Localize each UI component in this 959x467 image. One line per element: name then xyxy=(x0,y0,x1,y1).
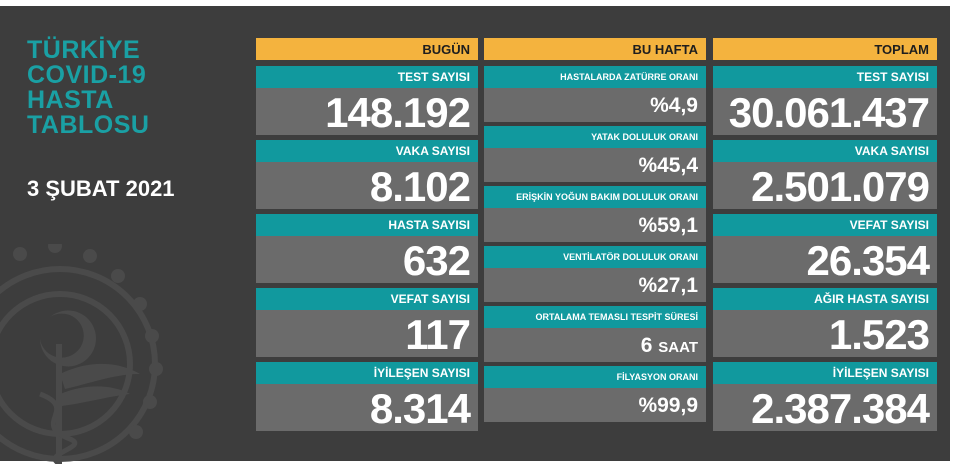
stat-value: 2.387.384 xyxy=(713,384,937,432)
week-header: BU HAFTA xyxy=(484,38,706,60)
stat-label: FİLYASYON ORANI xyxy=(484,366,706,388)
stat-label: YATAK DOLULUK ORANI xyxy=(484,126,706,148)
stat-label: VEFAT SAYISI xyxy=(256,288,478,310)
stat-label: VENTİLATÖR DOLULUK ORANI xyxy=(484,246,706,268)
stat-value: 6 SAAT xyxy=(484,328,706,362)
today-case-card: VAKA SAYISI 8.102 xyxy=(256,140,478,210)
week-ventilator-card: VENTİLATÖR DOLULUK ORANI %27,1 xyxy=(484,246,706,302)
week-contact-time-card: ORTALAMA TEMASLI TESPİT SÜRESİ 6 SAAT xyxy=(484,306,706,362)
stat-value: %4,9 xyxy=(484,88,706,122)
stat-number: %45,4 xyxy=(638,154,698,177)
stat-value: 1.523 xyxy=(713,310,937,358)
page-title: TÜRKİYE COVID-19 HASTA TABLOSU xyxy=(27,38,227,138)
total-critical-card: AĞIR HASTA SAYISI 1.523 xyxy=(713,288,937,358)
today-recovered-card: İYİLEŞEN SAYISI 8.314 xyxy=(256,362,478,432)
stat-label: AĞIR HASTA SAYISI xyxy=(713,288,937,310)
title-line: TÜRKİYE xyxy=(27,36,141,64)
total-test-card: TEST SAYISI 30.061.437 xyxy=(713,66,937,136)
stat-value: 30.061.437 xyxy=(713,88,937,136)
stat-number: %4,9 xyxy=(650,94,698,117)
title-line: HASTA xyxy=(27,86,114,114)
stat-label: TEST SAYISI xyxy=(713,66,937,88)
today-column: BUGÜN TEST SAYISI 148.192 VAKA SAYISI 8.… xyxy=(256,38,478,436)
total-column: TOPLAM TEST SAYISI 30.061.437 VAKA SAYIS… xyxy=(713,38,937,436)
week-bed-card: YATAK DOLULUK ORANI %45,4 xyxy=(484,126,706,182)
stat-label: İYİLEŞEN SAYISI xyxy=(713,362,937,384)
stat-value: 26.354 xyxy=(713,236,937,284)
stat-number: %59,1 xyxy=(638,214,698,237)
stat-label: VEFAT SAYISI xyxy=(713,214,937,236)
title-line: TABLOSU xyxy=(27,111,150,139)
covid-table-board: TÜRKİYE COVID-19 HASTA TABLOSU 3 ŞUBAT 2… xyxy=(0,6,950,464)
stat-label: ERİŞKİN YOĞUN BAKIM DOLULUK ORANI xyxy=(484,186,706,208)
stat-value: 2.501.079 xyxy=(713,162,937,210)
ministry-of-health-emblem-icon xyxy=(0,244,163,464)
stat-label: ORTALAMA TEMASLI TESPİT SÜRESİ xyxy=(484,306,706,328)
stat-label: TEST SAYISI xyxy=(256,66,478,88)
stat-value: %59,1 xyxy=(484,208,706,242)
today-test-card: TEST SAYISI 148.192 xyxy=(256,66,478,136)
stat-value: 8.314 xyxy=(256,384,478,432)
stat-number: 6 xyxy=(640,334,653,357)
stat-value: %45,4 xyxy=(484,148,706,182)
week-column: BU HAFTA HASTALARDA ZATÜRRE ORANI %4,9 Y… xyxy=(484,38,706,426)
week-pneumonia-card: HASTALARDA ZATÜRRE ORANI %4,9 xyxy=(484,66,706,122)
report-date: 3 ŞUBAT 2021 xyxy=(27,176,175,201)
stat-label: HASTA SAYISI xyxy=(256,214,478,236)
week-icu-card: ERİŞKİN YOĞUN BAKIM DOLULUK ORANI %59,1 xyxy=(484,186,706,242)
stat-label: İYİLEŞEN SAYISI xyxy=(256,362,478,384)
stat-number: %99,9 xyxy=(638,394,698,417)
total-case-card: VAKA SAYISI 2.501.079 xyxy=(713,140,937,210)
stat-number: %27,1 xyxy=(638,274,698,297)
stat-label: VAKA SAYISI xyxy=(713,140,937,162)
today-death-card: VEFAT SAYISI 117 xyxy=(256,288,478,358)
stat-value: 8.102 xyxy=(256,162,478,210)
stat-value: 117 xyxy=(256,310,478,358)
title-line: COVID-19 xyxy=(27,61,147,89)
total-recovered-card: İYİLEŞEN SAYISI 2.387.384 xyxy=(713,362,937,432)
stat-value: %27,1 xyxy=(484,268,706,302)
stat-value: 148.192 xyxy=(256,88,478,136)
total-header: TOPLAM xyxy=(713,38,937,60)
today-patient-card: HASTA SAYISI 632 xyxy=(256,214,478,284)
stat-unit: SAAT xyxy=(658,339,698,356)
today-header: BUGÜN xyxy=(256,38,478,60)
week-filiation-card: FİLYASYON ORANI %99,9 xyxy=(484,366,706,422)
stat-label: VAKA SAYISI xyxy=(256,140,478,162)
stat-value: %99,9 xyxy=(484,388,706,422)
stat-value: 632 xyxy=(256,236,478,284)
total-death-card: VEFAT SAYISI 26.354 xyxy=(713,214,937,284)
stat-label: HASTALARDA ZATÜRRE ORANI xyxy=(484,66,706,88)
